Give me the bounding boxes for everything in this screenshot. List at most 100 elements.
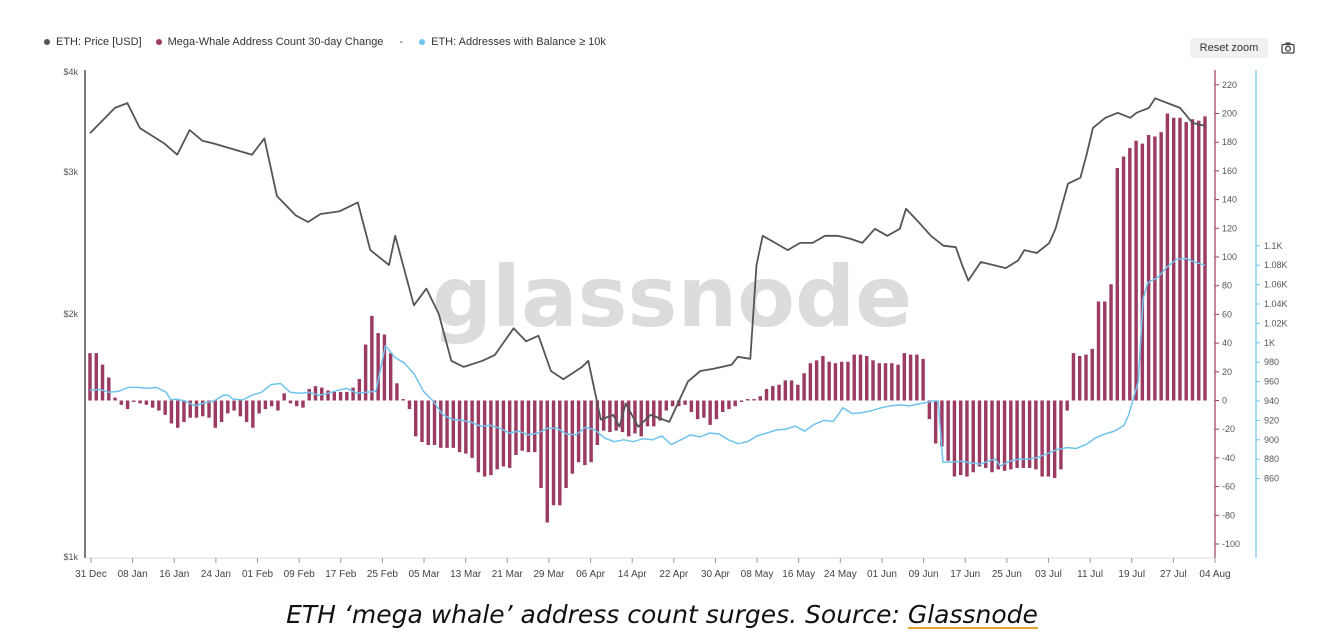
megawhale-bar	[1059, 400, 1063, 470]
megawhale-bar	[1146, 135, 1151, 401]
megawhale-bar	[313, 386, 318, 401]
megawhale-bar	[877, 363, 881, 401]
right-axis-2-tick-label: 880	[1264, 454, 1279, 464]
megawhale-bar	[702, 400, 706, 418]
megawhale-bar	[1203, 116, 1207, 401]
legend-item-price[interactable]: ETH: Price [USD]	[44, 36, 142, 48]
megawhale-bar	[363, 344, 368, 401]
megawhale-bar	[1103, 301, 1107, 401]
megawhale-bar	[821, 356, 825, 401]
megawhale-bar	[727, 400, 731, 410]
megawhale-bar	[551, 400, 556, 506]
megawhale-bar	[1052, 400, 1057, 478]
megawhale-bar	[921, 358, 925, 401]
megawhale-bar	[896, 364, 900, 401]
x-axis-tick-label: 06 Apr	[576, 569, 606, 580]
x-axis-tick-label: 27 Jul	[1160, 569, 1187, 580]
right-axis-1-tick-label: 40	[1222, 338, 1232, 348]
right-axis-1-tick-label: 200	[1222, 109, 1237, 119]
right-axis-1-tick-label: -80	[1222, 510, 1235, 520]
megawhale-bar	[107, 377, 111, 401]
megawhale-bar	[695, 400, 700, 420]
x-axis-tick-label: 16 May	[782, 569, 815, 580]
reset-zoom-button[interactable]: Reset zoom	[1190, 38, 1268, 58]
megawhale-bar	[489, 400, 493, 476]
x-axis-tick-label: 17 Jun	[950, 569, 980, 580]
right-axis-2-tick-label: 1.02K	[1264, 318, 1288, 328]
megawhale-bar	[1046, 400, 1051, 477]
megawhale-bar	[257, 400, 261, 414]
megawhale-bar	[357, 378, 362, 401]
legend-megawhale-dot	[155, 39, 162, 45]
megawhale-bar	[1115, 168, 1120, 401]
megawhale-bar	[382, 334, 387, 401]
megawhale-bar	[533, 400, 537, 453]
megawhale-bar	[1002, 400, 1007, 471]
right-axis-1-tick-label: -40	[1222, 453, 1235, 463]
megawhale-bar	[670, 400, 675, 407]
megawhale-bar	[370, 315, 374, 401]
megawhale-bar	[633, 400, 637, 434]
x-axis-tick-label: 05 Mar	[408, 569, 440, 580]
megawhale-bar	[194, 400, 199, 418]
megawhale-bar	[1034, 400, 1038, 470]
legend-item-addresses[interactable]: ETH: Addresses with Balance ≥ 10k	[419, 36, 606, 48]
megawhale-bar	[771, 386, 775, 401]
megawhale-bar	[796, 384, 800, 401]
right-axis-2-tick-label: 920	[1264, 415, 1279, 425]
megawhale-bar	[276, 400, 280, 411]
right-axis-2-tick-label: 1K	[1264, 338, 1275, 348]
megawhale-bar	[113, 397, 117, 401]
right-axis-1-tick-label: 160	[1222, 166, 1237, 176]
megawhale-bar	[169, 400, 174, 424]
x-axis-tick-label: 08 May	[741, 569, 774, 580]
x-axis-tick-label: 01 Jun	[867, 569, 897, 580]
right-axis-1-tick-label: 20	[1222, 367, 1232, 377]
right-axis-1-tick-label: 220	[1222, 80, 1237, 90]
right-axis-1-tick-label: 80	[1222, 281, 1232, 291]
megawhale-bar	[439, 400, 443, 448]
megawhale-bar	[470, 400, 474, 458]
megawhale-bar	[1009, 400, 1013, 470]
megawhale-bar	[213, 400, 218, 428]
megawhale-bar	[201, 400, 205, 417]
megawhale-bar	[1184, 122, 1188, 401]
megawhale-bar	[144, 400, 149, 405]
megawhale-bar	[883, 363, 888, 401]
megawhale-bar	[1153, 136, 1157, 401]
camera-icon[interactable]	[1280, 40, 1296, 56]
megawhale-bar	[683, 400, 687, 405]
megawhale-bar	[746, 399, 750, 401]
megawhale-bar	[501, 400, 506, 467]
left-axis-tick-label: $2k	[63, 309, 78, 319]
megawhale-bar	[764, 389, 769, 401]
megawhale-bar	[601, 400, 606, 431]
megawhale-bar	[157, 400, 161, 411]
x-axis-tick-label: 24 May	[824, 569, 857, 580]
megawhale-bar	[652, 400, 656, 427]
right-axis-1-tick-label: 60	[1222, 309, 1232, 319]
megawhale-bar	[232, 400, 236, 411]
megawhale-bar	[163, 400, 167, 415]
megawhale-bar	[1084, 354, 1088, 401]
x-axis-tick-label: 24 Jan	[201, 569, 231, 580]
x-axis-tick-label: 19 Jul	[1118, 569, 1145, 580]
legend-item-megawhale[interactable]: Mega-Whale Address Count 30-day Change	[155, 36, 383, 48]
right-axis-2-tick-label: 900	[1264, 435, 1279, 445]
megawhale-bar	[739, 400, 744, 402]
megawhale-bar	[338, 391, 343, 401]
megawhale-bar	[1040, 400, 1044, 477]
right-axis-1-tick-label: 0	[1222, 396, 1227, 406]
megawhale-bar	[326, 390, 330, 401]
legend-price-label: ETH: Price [USD]	[56, 36, 142, 48]
megawhale-bar	[758, 396, 762, 401]
megawhale-bar	[595, 400, 600, 445]
caption: ETH ‘mega whale’ address count surges. S…	[0, 600, 1324, 629]
right-axis-2-tick-label: 1.08K	[1264, 260, 1288, 270]
megawhale-bar	[902, 353, 907, 401]
megawhale-bar	[282, 393, 286, 401]
megawhale-bar	[464, 400, 468, 454]
megawhale-bar	[244, 400, 249, 423]
megawhale-bar	[827, 361, 831, 401]
caption-source-link[interactable]: Glassnode	[907, 600, 1038, 629]
